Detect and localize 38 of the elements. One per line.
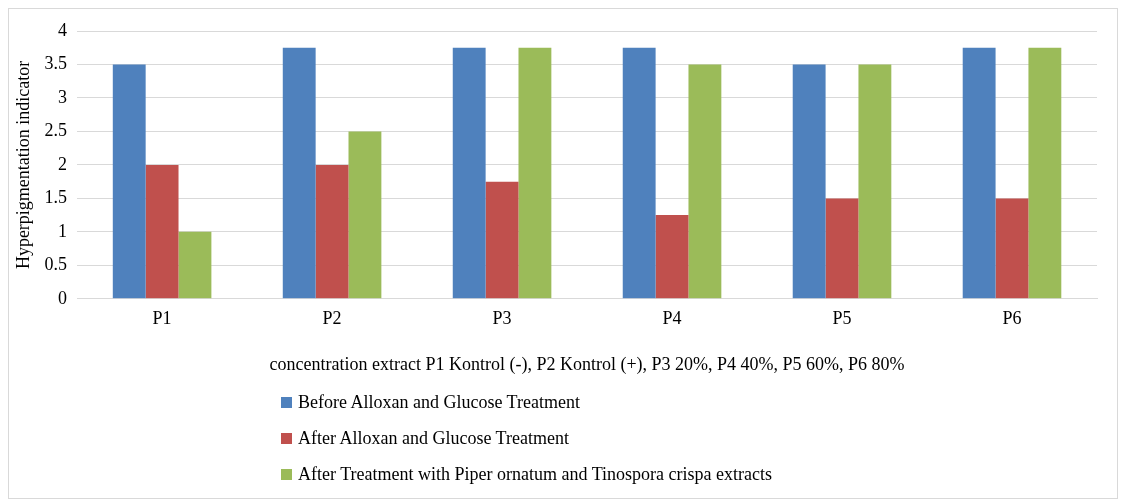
- bar: [962, 47, 996, 299]
- legend-label: After Alloxan and Glucose Treatment: [298, 427, 569, 449]
- bar: [315, 164, 349, 299]
- bar: [688, 64, 722, 299]
- bar: [655, 215, 689, 299]
- y-tick-label: 0.5: [44, 254, 68, 275]
- y-tick-label: 3: [58, 86, 68, 107]
- bar: [622, 47, 656, 299]
- bar: [825, 198, 859, 299]
- bar: [112, 64, 146, 299]
- bar: [178, 231, 212, 299]
- x-tick-label: P1: [152, 308, 172, 329]
- x-tick-label: P3: [492, 308, 512, 329]
- bar: [518, 47, 552, 299]
- y-tick-label: 0: [58, 287, 68, 308]
- y-tick-label: 4: [58, 19, 68, 40]
- y-axis-title: Hyperpigmentation indicator: [12, 60, 33, 270]
- y-tick-label: 1: [58, 220, 68, 241]
- x-tick-label: P2: [322, 308, 342, 329]
- x-axis-title: concentration extract P1 Kontrol (-), P2 Kontrol (+), P3 20%, P4 40%, P5 60%, P6 80%: [269, 353, 905, 375]
- legend-label: Before Alloxan and Glucose Treatment: [298, 391, 580, 413]
- y-tick-label: 2: [58, 153, 68, 174]
- bar: [1028, 47, 1062, 299]
- bar: [858, 64, 892, 299]
- bar: [485, 181, 519, 299]
- x-tick-label: P6: [1002, 308, 1022, 329]
- x-tick-label: P4: [662, 308, 682, 329]
- bar: [995, 198, 1029, 299]
- y-tick-label: 2.5: [44, 120, 68, 141]
- bar: [282, 47, 316, 299]
- x-tick-label: P5: [832, 308, 852, 329]
- bar: [792, 64, 826, 299]
- bar: [348, 131, 382, 299]
- bar: [145, 164, 179, 299]
- y-tick-label: 3.5: [44, 53, 68, 74]
- y-tick-label: 1.5: [44, 187, 68, 208]
- legend-label: After Treatment with Piper ornatum and Tinospora crispa extracts: [298, 463, 772, 485]
- bar: [452, 47, 486, 299]
